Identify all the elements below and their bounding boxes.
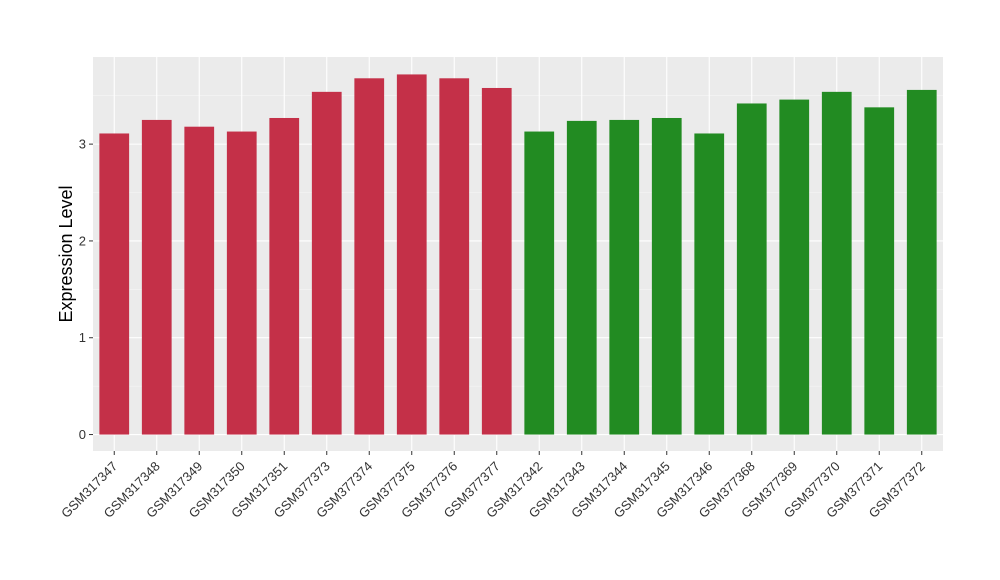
bar: [524, 131, 555, 435]
bar: [609, 119, 640, 435]
y-axis: 0 1 2 3: [79, 137, 93, 442]
bar: [396, 74, 427, 435]
bar: [864, 107, 895, 435]
bar: [481, 87, 512, 435]
y-tick-label: 2: [79, 233, 86, 248]
bar: [269, 117, 300, 435]
y-tick-label: 3: [79, 137, 86, 152]
bar: [311, 91, 342, 435]
bar: [184, 126, 215, 435]
bar: [779, 99, 810, 435]
bar: [906, 89, 937, 435]
bar: [566, 120, 597, 435]
y-tick-label: 1: [79, 330, 86, 345]
bars-group: [99, 74, 937, 435]
bar: [226, 131, 257, 435]
y-axis-title: Expression Level: [56, 185, 76, 322]
bar: [439, 78, 470, 435]
bar: [821, 91, 852, 435]
bar: [141, 119, 172, 435]
y-tick-label: 0: [79, 427, 86, 442]
bar: [354, 78, 385, 435]
bar: [694, 133, 725, 435]
bar: [99, 133, 130, 435]
bar: [651, 117, 682, 435]
plot-panel: [93, 57, 943, 451]
x-axis: GSM317347GSM317348GSM317349GSM317350GSM3…: [58, 451, 928, 521]
bar: [736, 103, 767, 435]
